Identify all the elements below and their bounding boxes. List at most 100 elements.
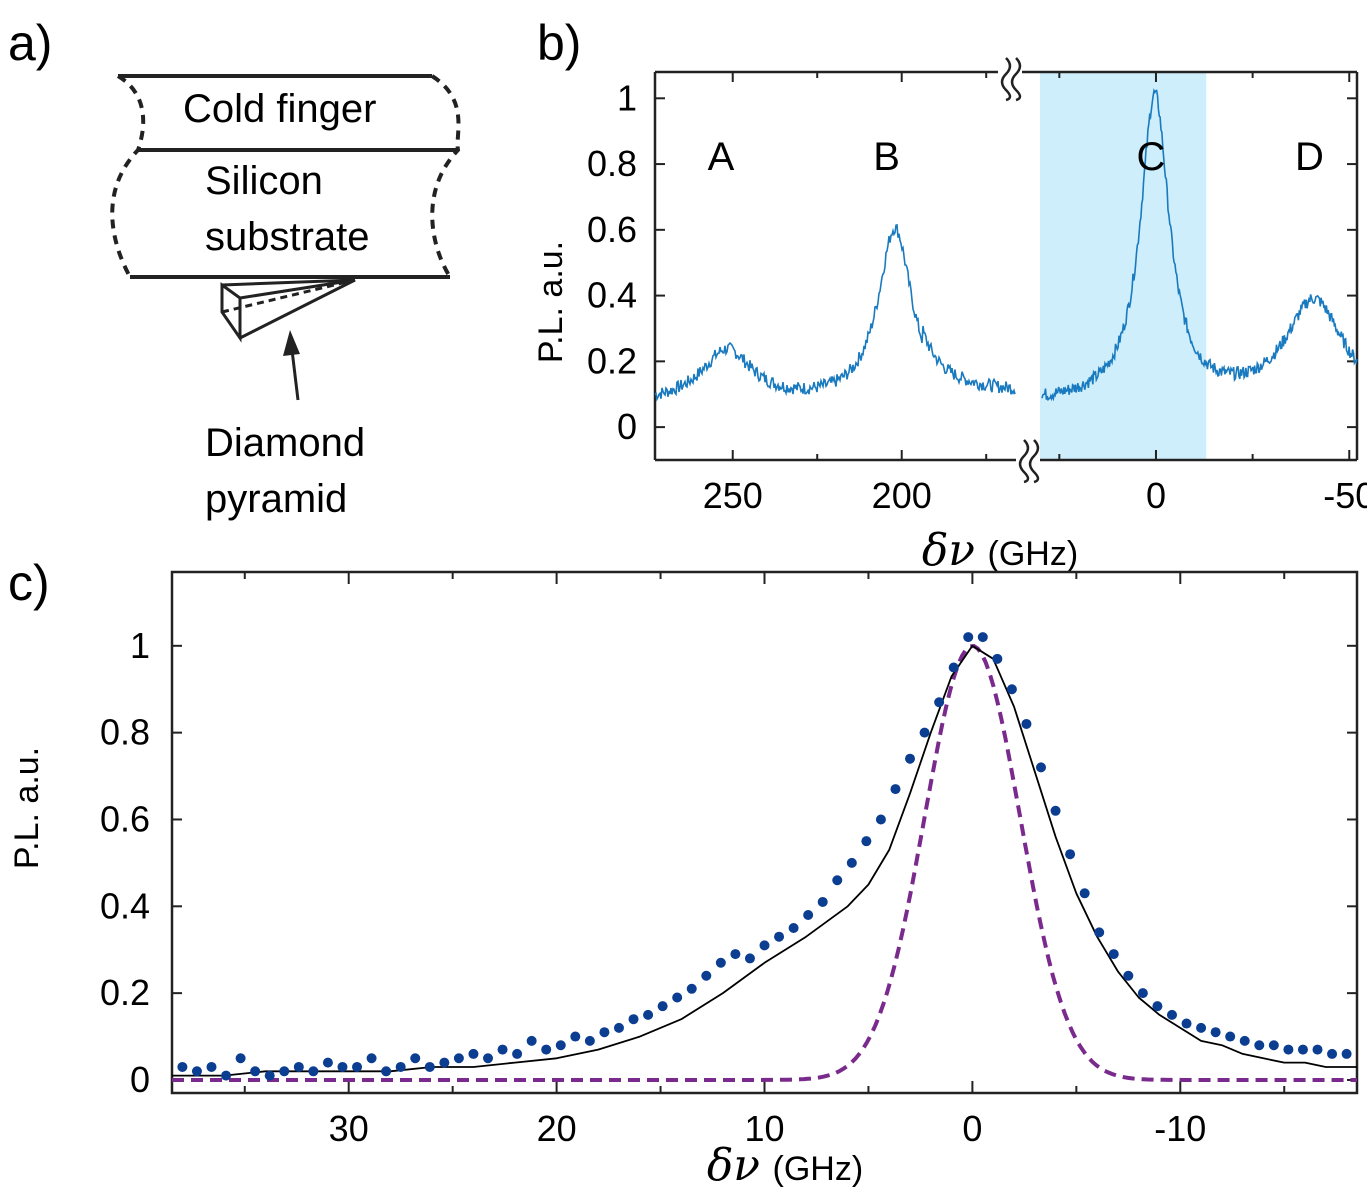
data-point (643, 1009, 654, 1020)
pyramid-icon (220, 278, 356, 343)
c-frame (170, 570, 1359, 1095)
data-point (992, 653, 1003, 664)
data-point (832, 875, 843, 886)
data-point (381, 1066, 392, 1077)
c-x-tick-label: 0 (962, 1108, 982, 1149)
spectrum-line-right (1041, 88, 1358, 402)
fit-curve (172, 644, 1357, 1077)
data-point (1210, 1027, 1221, 1038)
data-point (541, 1044, 552, 1055)
b-x-tick-label: 200 (872, 475, 932, 516)
data-point (846, 857, 857, 868)
data-point (759, 940, 770, 951)
data-point (1006, 684, 1017, 695)
c-x-tick-label: 20 (537, 1108, 577, 1149)
b-y-tick-label: 1 (617, 77, 637, 118)
data-point (395, 1061, 406, 1072)
data-point (1021, 718, 1032, 729)
b-y-tick-label: 0.8 (587, 143, 637, 184)
data-point (1123, 970, 1134, 981)
substrate-label-line2: substrate (205, 215, 370, 259)
b-x-tick-label: 0 (1146, 475, 1166, 516)
b-y-tick-label: 0.2 (587, 340, 637, 381)
data-point (613, 1022, 624, 1033)
b-y-tick-label: 0.6 (587, 209, 637, 250)
data-point (352, 1061, 363, 1072)
data-point (1283, 1044, 1294, 1055)
data-point (497, 1044, 508, 1055)
peak-label-a: A (708, 135, 735, 179)
data-point (1225, 1031, 1236, 1042)
pointer-arrow-icon (283, 330, 300, 401)
data-point (526, 1035, 537, 1046)
data-point (1181, 1018, 1192, 1029)
c-y-axis-label: P.L. a.u. (8, 747, 46, 869)
c-x-axis-label: δν (GHz) (707, 1140, 863, 1191)
b-y-tick-label: 0.4 (587, 275, 637, 316)
c-y-tick-label: 0 (130, 1059, 150, 1100)
data-point (1079, 888, 1090, 899)
cold-finger-label: Cold finger (183, 87, 376, 131)
b-x-axis-unit: (GHz) (988, 535, 1079, 573)
data-point (715, 957, 726, 968)
data-point (584, 1035, 595, 1046)
data-point (817, 896, 828, 907)
left-break-line (110, 74, 146, 278)
data-point (221, 1070, 232, 1081)
data-point (774, 931, 785, 942)
data-point (235, 1053, 246, 1064)
spectrum-line-left (654, 223, 1016, 402)
data-point (788, 923, 799, 934)
data-point (1327, 1048, 1338, 1059)
data-point (191, 1066, 202, 1077)
data-point (1312, 1044, 1323, 1055)
panel-c-letter: c) (8, 555, 50, 611)
c-y-tick-label: 1 (130, 625, 150, 666)
data-point (250, 1066, 261, 1077)
axis-break-top-icon (1000, 57, 1022, 102)
c-y-tick-label: 0.8 (100, 712, 150, 753)
data-point (1268, 1040, 1279, 1051)
data-point (1341, 1048, 1352, 1059)
data-point (934, 697, 945, 708)
data-point (701, 970, 712, 981)
c-x-tick-label: 30 (329, 1108, 369, 1149)
data-point (1297, 1044, 1308, 1055)
data-point (890, 784, 901, 795)
data-point (744, 953, 755, 964)
data-point (672, 992, 683, 1003)
data-point (453, 1053, 464, 1064)
b-y-tick-label: 0 (617, 406, 637, 447)
data-point (963, 632, 974, 643)
data-point (177, 1061, 188, 1072)
c-y-tick-label: 0.2 (100, 972, 150, 1013)
data-point (293, 1061, 304, 1072)
data-point (439, 1057, 450, 1068)
data-point (308, 1066, 319, 1077)
data-point (264, 1070, 275, 1081)
data-point (686, 983, 697, 994)
data-point (948, 662, 959, 673)
data-point (1050, 805, 1061, 816)
axis-break-bottom-icon (1018, 439, 1040, 484)
data-point (322, 1057, 333, 1068)
data-point (1166, 1009, 1177, 1020)
sample-schematic (110, 74, 461, 401)
data-point (628, 1014, 639, 1025)
data-point (905, 753, 916, 764)
b-x-tick-label: -50 (1323, 475, 1367, 516)
spectrum-chart: 0 0.2 0.4 0.6 0.8 1 250 200 0 -50 A B C D (587, 57, 1367, 516)
data-point (1065, 849, 1076, 860)
data-point (512, 1048, 523, 1059)
data-point (599, 1027, 610, 1038)
data-point (1094, 927, 1105, 938)
c-y-tick-label: 0.4 (100, 885, 150, 926)
data-point (1254, 1040, 1265, 1051)
b-y-axis-label: P.L. a.u. (532, 241, 570, 363)
b-x-tick-label: 250 (703, 475, 763, 516)
data-point (1239, 1035, 1250, 1046)
data-point (483, 1053, 493, 1064)
substrate-label-line1: Silicon (205, 159, 323, 203)
data-point (977, 632, 988, 643)
